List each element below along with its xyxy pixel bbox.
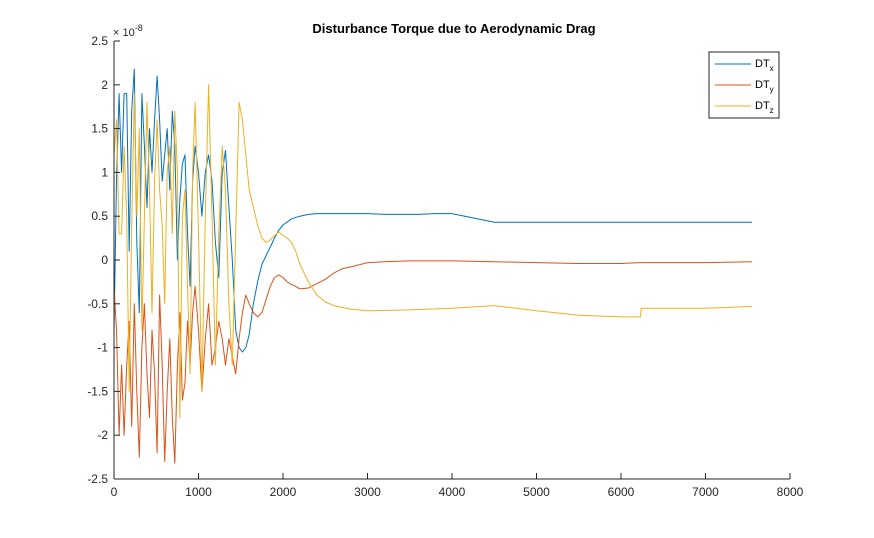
y-tick-label: -2.5 bbox=[87, 472, 108, 486]
x-tick-label: 8000 bbox=[777, 485, 804, 499]
x-tick-label: 1000 bbox=[185, 485, 212, 499]
y-tick-label: -1.5 bbox=[87, 384, 108, 398]
y-tick-label: 2.5 bbox=[91, 34, 108, 48]
x-tick-label: 3000 bbox=[354, 485, 381, 499]
series-line-y bbox=[113, 260, 753, 464]
y-tick-label: -0.5 bbox=[87, 297, 108, 311]
legend: DTx DTy DTz bbox=[708, 51, 780, 119]
series-line-x bbox=[113, 68, 752, 353]
x-tick-label: 7000 bbox=[692, 485, 719, 499]
x-tick-label: 6000 bbox=[608, 485, 635, 499]
legend-label-x: DTx bbox=[755, 58, 774, 73]
y-tick-label: 2 bbox=[101, 78, 108, 92]
y-tick-label: 1.5 bbox=[91, 122, 108, 136]
series-group bbox=[113, 68, 753, 464]
y-tick-label: 0 bbox=[101, 253, 108, 267]
axis-exponent: × 10-8 bbox=[113, 23, 143, 39]
y-axis-ticks: -2.5 -2 -1.5 -1 -0.5 0 0.5 1 1.5 2 2.5 bbox=[87, 34, 120, 486]
legend-label-y: DTy bbox=[755, 79, 774, 94]
axes-background bbox=[114, 41, 790, 479]
y-tick-label: -2 bbox=[97, 428, 108, 442]
y-tick-label: -1 bbox=[97, 341, 108, 355]
x-axis-ticks: 0 1000 2000 3000 4000 5000 6000 7000 8000 bbox=[111, 473, 804, 499]
legend-label-z: DTz bbox=[755, 100, 774, 115]
x-tick-label: 4000 bbox=[439, 485, 466, 499]
series-line-z bbox=[113, 84, 753, 419]
y-tick-label: 0.5 bbox=[91, 209, 108, 223]
x-tick-label: 0 bbox=[111, 485, 118, 499]
chart-title: Disturbance Torque due to Aerodynamic Dr… bbox=[312, 21, 595, 36]
x-tick-label: 5000 bbox=[523, 485, 550, 499]
x-tick-label: 2000 bbox=[270, 485, 297, 499]
y-tick-label: 1 bbox=[101, 165, 108, 179]
